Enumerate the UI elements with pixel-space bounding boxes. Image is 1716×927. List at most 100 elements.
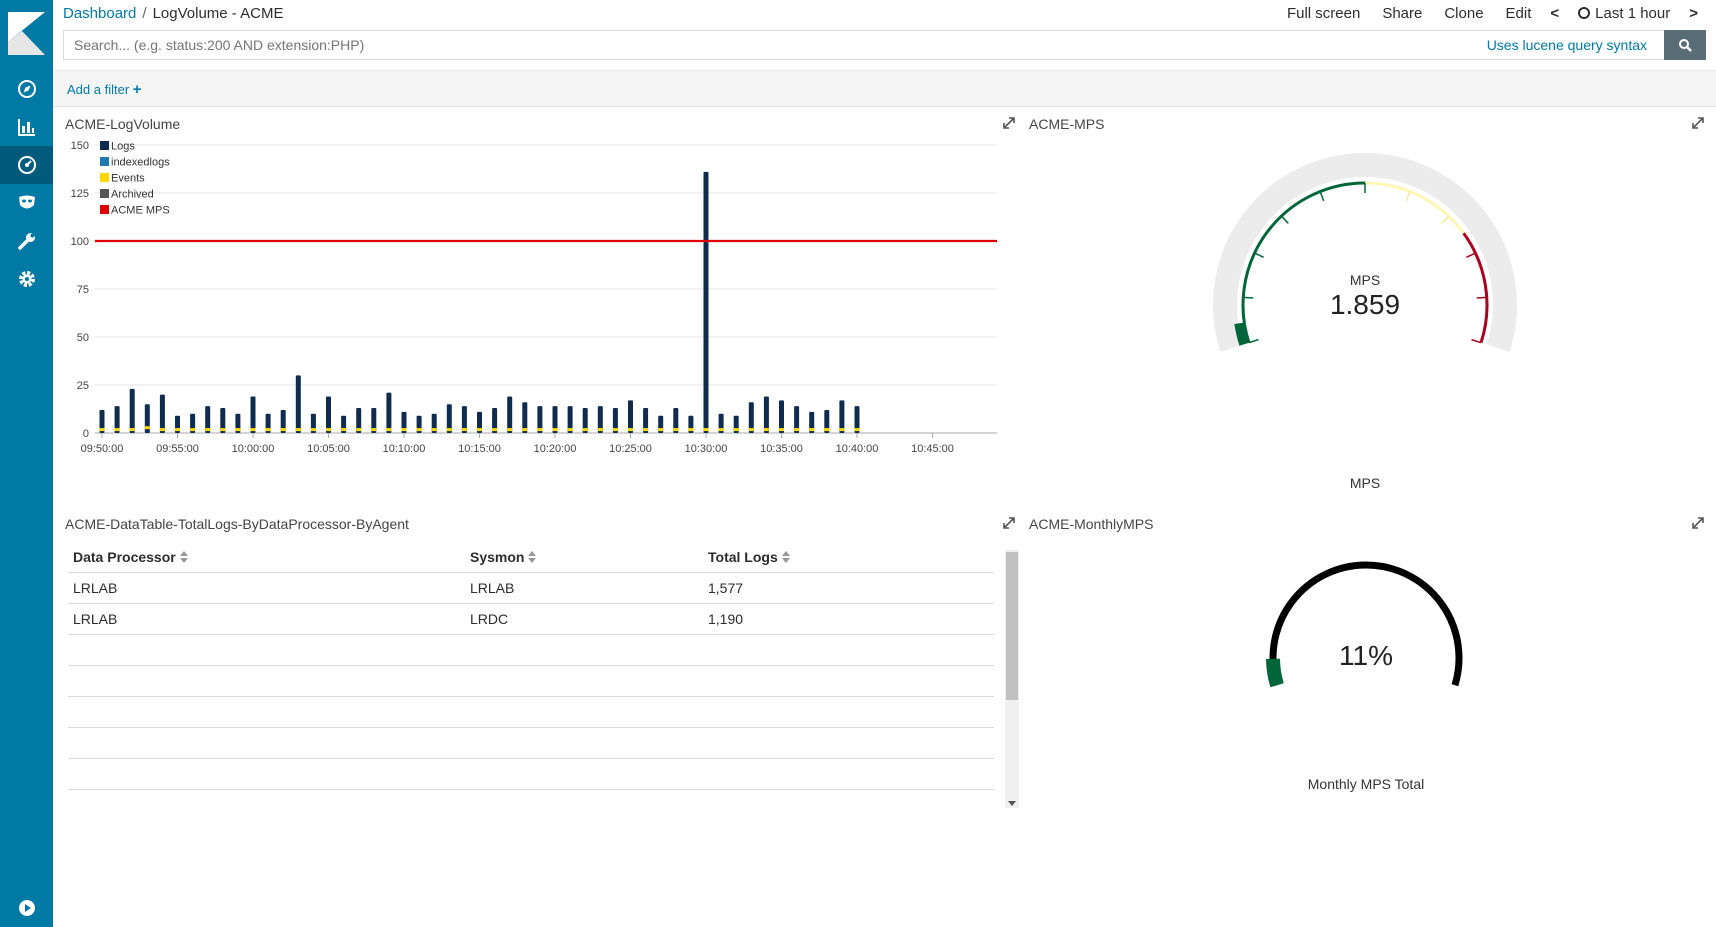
bar-logs [492,408,498,433]
legend-entry: Logs [111,141,135,153]
legend-swatch [100,157,109,166]
bar-events [854,428,860,432]
timelion-mask-icon [18,195,35,209]
search-bar: Uses lucene query syntax [63,30,1706,60]
sort-icon[interactable] [781,550,790,563]
mps-gauge-range-yellow [1364,181,1465,235]
edit-button[interactable]: Edit [1505,5,1532,22]
bar-events [492,428,498,432]
legend-entry: Archived [111,189,154,201]
bar-logs [99,409,105,433]
bar-events [310,428,316,432]
sidebar-item-discover[interactable] [0,70,53,108]
sidebar-collapse[interactable] [0,889,53,927]
bar-logs [597,406,603,433]
sidebar-item-management[interactable] [0,260,53,298]
bar-logs [854,406,860,433]
table-cell[interactable]: LRLAB [68,603,465,635]
scrollbar-thumb[interactable] [1006,552,1018,700]
bar-events [597,428,603,432]
expand-panel-icon[interactable] [1002,516,1016,530]
mps-gauge-tick [1254,252,1264,258]
x-tick-label: 10:00:00 [232,443,275,455]
scroll-down-arrow-icon[interactable] [1008,801,1016,806]
column-header-data-processor[interactable]: Data Processor [68,542,465,573]
table-row-empty [68,634,994,666]
mps-gauge-tick [1441,215,1450,224]
bar-logs [280,409,286,433]
bar-events [477,428,482,432]
search-input[interactable] [64,31,1344,59]
time-prev-button[interactable]: < [1550,5,1560,22]
bar-events [416,428,422,432]
mps-gauge-tick [1319,191,1325,202]
table-cell[interactable]: LRLAB [465,572,703,604]
bar-events [356,428,362,432]
bar-logs [673,408,679,433]
bar-logs [220,408,226,433]
share-button[interactable]: Share [1382,5,1423,22]
bar-events [779,428,784,432]
bar-events [718,428,724,432]
x-tick-label: 09:55:00 [156,443,199,455]
bar-logs [537,406,543,433]
expand-panel-icon[interactable] [1691,516,1705,530]
table-row: LRLAB LRLAB 1,577 [68,572,994,604]
breadcrumb-dashboard-link[interactable]: Dashboard [63,5,137,22]
clock-icon [1578,7,1591,19]
bar-logs [612,408,618,433]
bar-events [446,428,452,432]
bar-events [386,428,392,432]
clone-button[interactable]: Clone [1444,5,1484,22]
kibana-logo[interactable] [8,12,45,55]
sidebar-item-timelion[interactable] [0,184,53,222]
search-button[interactable] [1664,30,1706,60]
x-tick-label: 10:35:00 [760,443,803,455]
table-cell[interactable]: LRDC [465,603,703,635]
time-next-button[interactable]: > [1689,5,1698,22]
column-header-sysmon[interactable]: Sysmon [465,542,703,573]
bar-events [280,428,286,432]
table-scrollbar[interactable] [1005,550,1019,808]
lucene-syntax-link[interactable]: Uses lucene query syntax [1486,37,1647,53]
bar-events [567,428,573,432]
bar-events [552,428,558,432]
compass-icon [17,80,36,98]
panel-title-logvolume: ACME-LogVolume [65,116,181,132]
bar-events [341,428,347,432]
sidebar-item-devtools[interactable] [0,222,53,260]
x-tick-label: 10:30:00 [685,443,728,455]
bar-logs [779,400,784,433]
sidebar-item-visualize[interactable] [0,108,53,146]
mps-gauge-tick [1476,296,1487,299]
bar-events [628,428,633,432]
mps-gauge-range-red [1462,232,1489,344]
expand-panel-icon[interactable] [1691,116,1705,130]
sidebar [0,0,53,927]
expand-panel-icon[interactable] [1002,116,1016,130]
top-nav: Dashboard / LogVolume - ACME Full screen S… [53,0,1716,70]
bar-logs [809,411,815,433]
legend-entry: ACME MPS [111,205,170,217]
mps-gauge-background [1213,153,1517,352]
sidebar-item-dashboard[interactable] [0,146,53,184]
bar-logs [839,400,845,433]
bar-logs [159,394,165,433]
fullscreen-button[interactable]: Full screen [1286,5,1361,22]
column-header-total-logs[interactable]: Total Logs [703,542,994,573]
bar-events [129,428,135,432]
sort-icon[interactable] [179,550,188,563]
table-cell[interactable]: LRLAB [68,572,465,604]
breadcrumb-separator: / [142,5,147,22]
y-tick-label: 50 [77,332,89,344]
bar-events [250,428,256,432]
add-filter-button[interactable]: Add a filter + [67,81,142,98]
mps-gauge-tick [1243,296,1254,299]
sort-icon[interactable] [528,550,537,563]
bar-logs [114,406,120,433]
bar-logs [552,406,558,433]
x-tick-label: 10:05:00 [307,443,350,455]
time-picker-button[interactable]: Last 1 hour [1567,5,1681,22]
plus-icon: + [132,81,142,98]
bar-events [733,428,739,432]
